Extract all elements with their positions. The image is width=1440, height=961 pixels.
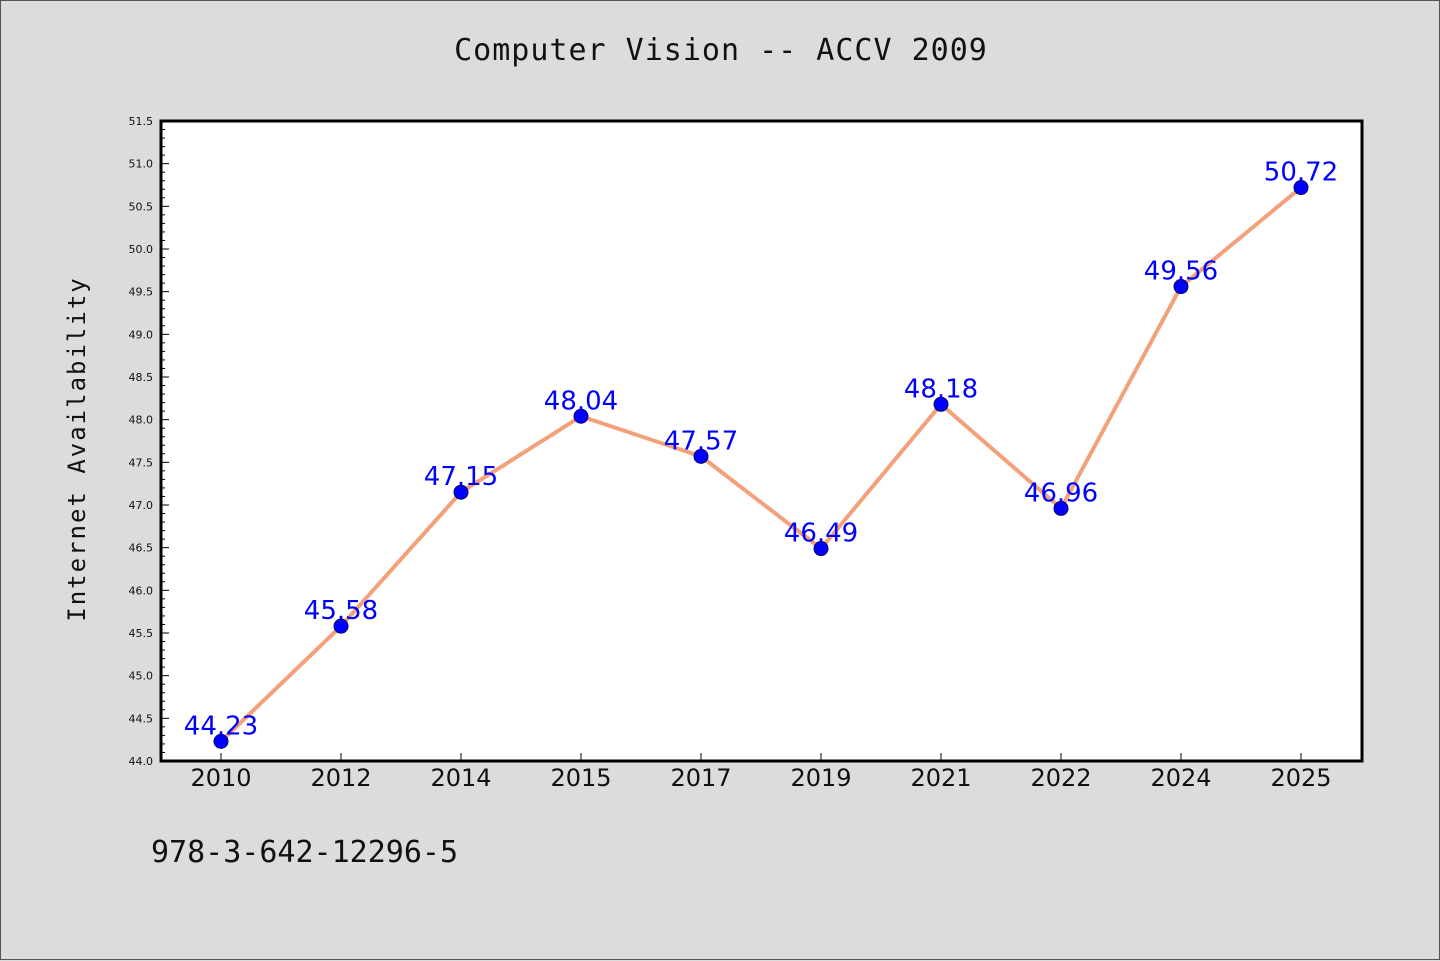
data-label: 48.04 — [544, 386, 618, 416]
y-tick-label: 49.0 — [129, 328, 154, 341]
data-point — [1293, 180, 1309, 196]
data-point — [453, 484, 469, 500]
x-tick-label: 2021 — [910, 764, 971, 792]
data-label: 46.49 — [784, 519, 858, 549]
y-tick-label: 51.0 — [129, 158, 154, 171]
data-label: 47.15 — [424, 462, 498, 492]
isbn-text: 978-3-642-12296-5 — [151, 835, 459, 870]
data-point — [213, 733, 229, 749]
y-tick-label: 48.5 — [129, 371, 154, 384]
y-tick-label: 44.5 — [129, 712, 154, 725]
x-tick-label: 2025 — [1270, 764, 1331, 792]
x-tick-label: 2015 — [550, 764, 611, 792]
data-point — [1173, 279, 1189, 295]
plot-border — [159, 119, 1364, 763]
y-tick-label: 45.5 — [129, 627, 154, 640]
y-tick-label: 49.5 — [129, 286, 154, 299]
data-label: 44.23 — [184, 711, 258, 741]
data-point — [333, 618, 349, 634]
data-label: 49.56 — [1144, 257, 1218, 287]
y-tick-label: 45.0 — [129, 670, 154, 683]
y-tick-label: 47.0 — [129, 499, 154, 512]
plot-background — [161, 121, 1362, 761]
chart-title: Computer Vision -- ACCV 2009 — [454, 33, 988, 68]
x-tick-label: 2024 — [1150, 764, 1211, 792]
y-tick-label: 44.0 — [129, 755, 154, 768]
x-tick-label: 2017 — [670, 764, 731, 792]
series-line — [219, 185, 1303, 744]
x-tick-label: 2010 — [190, 764, 251, 792]
y-tick-label: 50.0 — [129, 243, 154, 256]
x-tick-label: 2019 — [790, 764, 851, 792]
data-label: 46.96 — [1024, 478, 1098, 508]
y-tick-label: 47.5 — [129, 456, 154, 469]
x-tick-label: 2022 — [1030, 764, 1091, 792]
x-tick-label: 2012 — [310, 764, 371, 792]
data-label: 50.72 — [1264, 158, 1338, 188]
y-tick-label: 46.5 — [129, 542, 154, 555]
data-point — [573, 408, 589, 424]
data-label: 48.18 — [904, 374, 978, 404]
x-tick-label: 2014 — [430, 764, 491, 792]
data-point — [1053, 500, 1069, 516]
y-tick-label: 50.5 — [129, 200, 154, 213]
data-label: 47.57 — [664, 426, 738, 456]
data-point — [813, 541, 829, 557]
y-tick-label: 48.0 — [129, 414, 154, 427]
y-tick-label: 51.5 — [129, 115, 154, 128]
y-tick-label: 46.0 — [129, 584, 154, 597]
data-point — [693, 448, 709, 464]
data-label: 45.58 — [304, 596, 378, 626]
data-point — [933, 396, 949, 412]
